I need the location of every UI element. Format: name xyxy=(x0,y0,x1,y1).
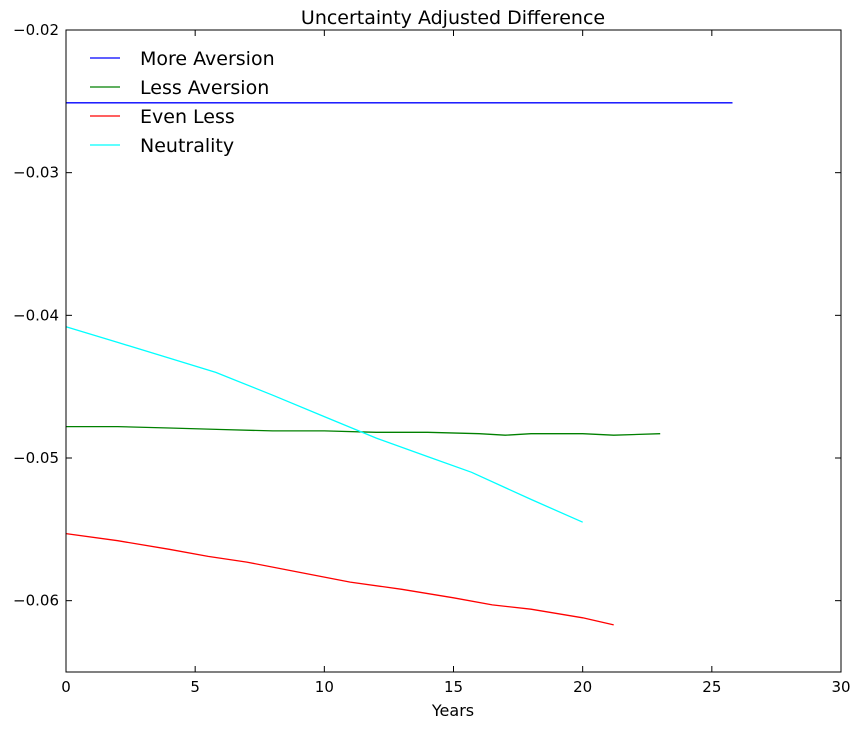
x-axis-label: Years xyxy=(431,701,474,720)
chart-title: Uncertainty Adjusted Difference xyxy=(301,7,605,29)
x-tick-label: 25 xyxy=(702,678,721,696)
tick-layer: 0 5 10 15 20 25 30 −0.02 −0.03 −0.04 −0.05 −0.06 xyxy=(13,21,851,696)
series-line-3 xyxy=(65,326,583,523)
series-line-2 xyxy=(65,532,614,626)
y-tick-label: −0.05 xyxy=(13,449,59,467)
x-tick-label: 20 xyxy=(573,678,592,696)
series-line-1 xyxy=(66,425,661,436)
x-tick-label: 15 xyxy=(444,678,463,696)
y-tick-label: −0.02 xyxy=(13,21,59,39)
legend-label-0: More Aversion xyxy=(140,48,275,70)
legend-label-1: Less Aversion xyxy=(140,77,269,99)
x-tick-label: 5 xyxy=(190,678,200,696)
x-tick-label: 0 xyxy=(61,678,71,696)
y-tick-label: −0.06 xyxy=(13,592,59,610)
y-tick-label: −0.04 xyxy=(13,306,59,324)
legend-label-3: Neutrality xyxy=(140,135,234,157)
y-tick-label: −0.03 xyxy=(13,164,59,182)
x-tick-label: 30 xyxy=(831,678,850,696)
series-layer xyxy=(65,102,733,626)
legend: More Aversion Less Aversion Even Less Neutr… xyxy=(90,48,275,157)
x-tick-label: 10 xyxy=(315,678,334,696)
legend-label-2: Even Less xyxy=(140,106,235,128)
